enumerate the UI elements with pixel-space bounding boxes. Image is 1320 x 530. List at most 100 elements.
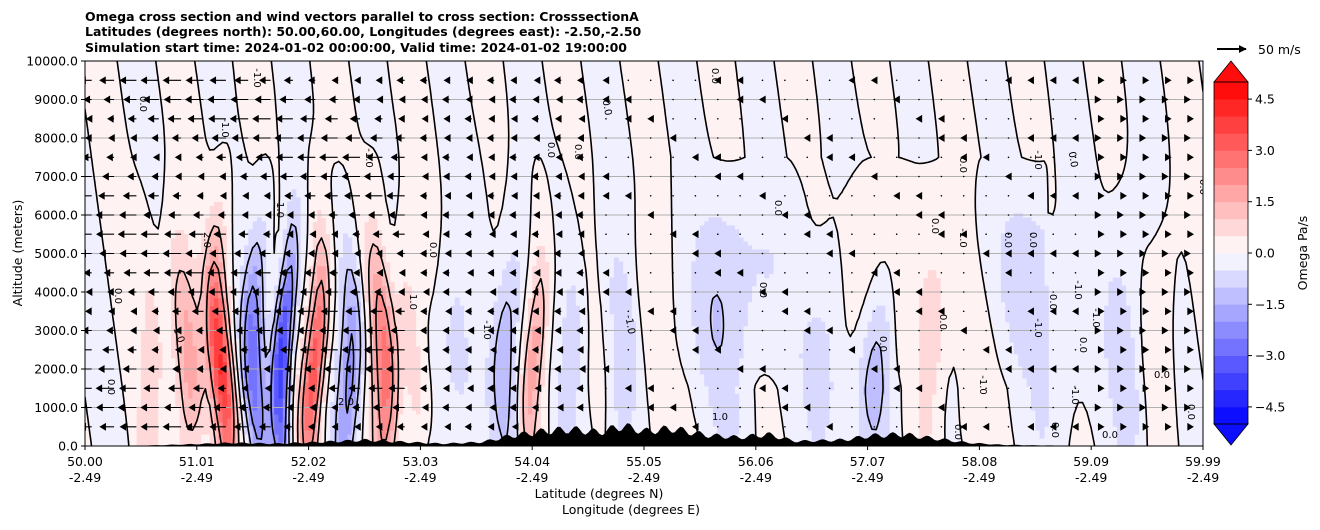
omega-cell	[626, 333, 632, 339]
omega-cell	[871, 429, 877, 435]
omega-cell	[446, 341, 452, 347]
omega-cell	[420, 345, 426, 351]
omega-cell	[226, 329, 232, 335]
omega-cell	[450, 337, 456, 343]
omega-cell	[626, 369, 632, 375]
omega-cell	[820, 401, 826, 407]
omega-cell	[1155, 345, 1161, 351]
omega-cell	[876, 333, 882, 339]
omega-cell	[1039, 381, 1045, 387]
omega-cell	[506, 389, 512, 395]
omega-cell	[884, 409, 890, 415]
omega-cell	[115, 341, 120, 347]
omega-cell	[278, 389, 284, 395]
omega-cell	[682, 421, 688, 427]
omega-cell	[119, 341, 125, 347]
omega-cell	[970, 429, 976, 435]
omega-cell	[914, 353, 920, 359]
omega-cell	[906, 341, 912, 347]
omega-cell	[390, 405, 396, 411]
omega-cell	[145, 341, 151, 347]
omega-cell	[300, 349, 305, 355]
omega-cell	[261, 357, 267, 363]
omega-cell	[222, 393, 228, 399]
omega-cell	[304, 337, 310, 343]
omega-cell	[153, 341, 159, 347]
omega-cell	[291, 409, 297, 415]
omega-cell	[1022, 353, 1028, 359]
omega-cell	[932, 433, 937, 439]
omega-cell	[816, 437, 821, 443]
omega-cell	[115, 333, 120, 339]
omega-cell	[665, 409, 671, 415]
omega-cell	[1031, 393, 1036, 399]
omega-cell	[282, 381, 288, 387]
omega-cell	[966, 421, 972, 427]
omega-cell	[807, 353, 813, 359]
omega-cell	[343, 433, 348, 439]
omega-cell	[166, 433, 172, 439]
omega-cell	[936, 365, 942, 371]
omega-cell	[626, 373, 632, 379]
omega-cell	[730, 409, 735, 415]
omega-cell	[519, 349, 525, 355]
omega-cell	[626, 353, 632, 359]
omega-cell	[403, 373, 409, 379]
omega-cell	[678, 413, 684, 419]
omega-cell	[420, 421, 426, 427]
omega-cell	[278, 369, 284, 375]
omega-cell	[1129, 337, 1135, 343]
omega-cell	[902, 397, 907, 403]
omega-cell	[1039, 369, 1045, 375]
omega-cell	[497, 329, 503, 335]
omega-cell	[940, 369, 946, 375]
omega-cell	[932, 425, 937, 431]
omega-cell	[188, 377, 194, 383]
omega-cell	[734, 393, 740, 399]
omega-cell	[764, 421, 770, 427]
omega-cell	[493, 393, 499, 399]
omega-cell	[1155, 441, 1161, 446]
omega-cell	[730, 389, 735, 395]
omega-cell	[351, 337, 357, 343]
omega-cell	[1117, 349, 1122, 355]
omega-cell	[128, 389, 133, 395]
omega-cell	[149, 433, 155, 439]
omega-cell	[738, 353, 744, 359]
omega-cell	[201, 365, 206, 371]
omega-cell	[1198, 333, 1203, 339]
omega-cell	[386, 437, 391, 443]
omega-cell	[631, 393, 636, 399]
omega-cell	[1018, 337, 1023, 343]
omega-cell	[807, 397, 813, 403]
omega-cell	[162, 325, 168, 331]
omega-cell	[85, 429, 90, 435]
omega-cell	[988, 385, 993, 391]
omega-cell	[338, 433, 344, 439]
omega-cell	[1125, 369, 1131, 375]
omega-cell	[721, 397, 727, 403]
omega-cell	[226, 421, 232, 427]
omega-cell	[1043, 377, 1049, 383]
omega-cell	[1022, 329, 1028, 335]
omega-cell	[932, 365, 937, 371]
omega-cell	[613, 333, 619, 339]
omega-cell	[773, 421, 778, 427]
omega-cell	[424, 337, 430, 343]
omega-cell	[394, 357, 400, 363]
omega-cell	[910, 377, 916, 383]
omega-cell	[880, 333, 886, 339]
omega-cell	[545, 389, 550, 395]
omega-cell	[218, 369, 224, 375]
omega-cell	[725, 373, 731, 379]
omega-cell	[274, 377, 280, 383]
omega-cell	[502, 413, 507, 419]
omega-cell	[343, 353, 348, 359]
omega-cell	[824, 409, 830, 415]
omega-cell	[196, 341, 202, 347]
omega-cell	[166, 409, 172, 415]
omega-cell	[721, 393, 727, 399]
omega-cell	[390, 341, 396, 347]
omega-cell	[871, 353, 877, 359]
omega-cell	[1005, 421, 1011, 427]
